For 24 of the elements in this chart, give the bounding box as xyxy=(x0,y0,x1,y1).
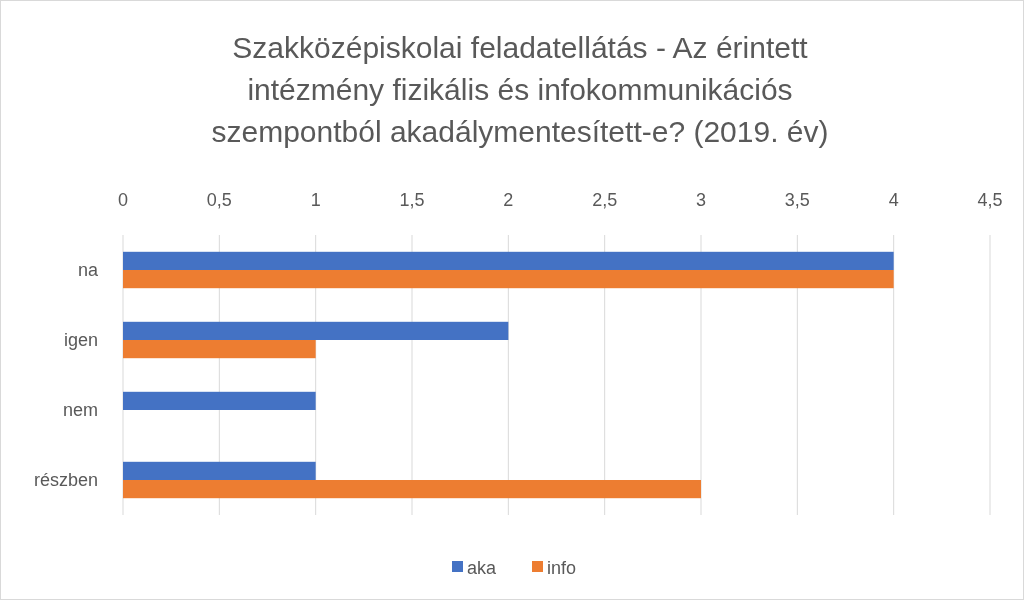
x-tick-label: 2,5 xyxy=(592,190,618,210)
bar xyxy=(123,321,509,340)
bar xyxy=(123,480,701,499)
chart-title: Szakközépiskolai feladatellátás - Az érintett intézmény fizikális és infokommunikációs szempontból akadálymentesített-e? (2019. év) xyxy=(211,31,829,148)
bar xyxy=(123,340,316,359)
y-tick-label: nem xyxy=(62,400,98,420)
x-tick-label: 3,5 xyxy=(784,190,810,210)
x-tick-label: 1 xyxy=(310,190,321,210)
legend-label: info xyxy=(547,558,577,578)
y-tick-label: igen xyxy=(63,330,98,350)
y-tick-label: na xyxy=(77,260,99,280)
bar xyxy=(123,461,316,480)
bar xyxy=(123,270,894,289)
x-tick-label: 4,5 xyxy=(977,190,1003,210)
legend-label: aka xyxy=(467,558,498,578)
x-tick-label: 4 xyxy=(888,190,899,210)
x-tick-label: 2 xyxy=(503,190,514,210)
bar xyxy=(123,251,894,270)
bar xyxy=(123,391,316,410)
x-tick-label: 0,5 xyxy=(206,190,232,210)
y-tick-label: részben xyxy=(33,470,98,490)
x-tick-label: 0 xyxy=(117,190,129,210)
x-tick-label: 3 xyxy=(695,190,707,210)
x-tick-label: 1,5 xyxy=(399,190,425,210)
